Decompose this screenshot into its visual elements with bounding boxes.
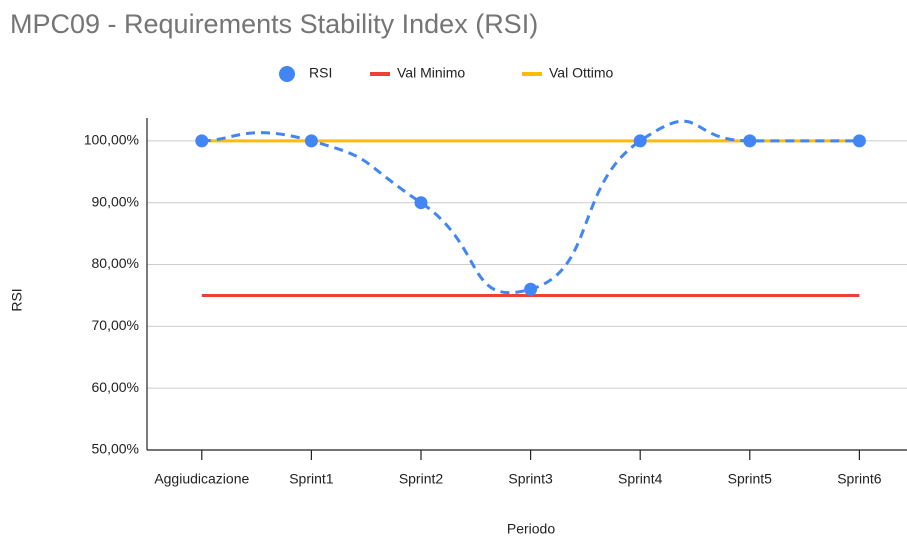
x-axis-label: Periodo bbox=[507, 521, 555, 537]
legend-swatch bbox=[279, 66, 295, 82]
legend-label: Val Minimo bbox=[397, 65, 465, 81]
x-tick-label: Sprint1 bbox=[289, 471, 334, 487]
y-tick-label: 90,00% bbox=[92, 193, 139, 209]
y-axis-label: RSI bbox=[9, 288, 25, 311]
y-tick-label: 100,00% bbox=[84, 132, 139, 148]
x-tick-label: Aggiudicazione bbox=[154, 471, 249, 487]
y-tick-label: 50,00% bbox=[92, 441, 139, 457]
point bbox=[524, 282, 538, 296]
point bbox=[414, 196, 428, 210]
point bbox=[852, 134, 866, 148]
chart-title: MPC09 - Requirements Stability Index (RS… bbox=[10, 9, 538, 39]
y-tick-label: 70,00% bbox=[92, 317, 139, 333]
point bbox=[743, 134, 757, 148]
point bbox=[304, 134, 318, 148]
x-tick-label: Sprint5 bbox=[728, 471, 773, 487]
point bbox=[195, 134, 209, 148]
x-tick-label: Sprint4 bbox=[618, 471, 663, 487]
y-tick-label: 60,00% bbox=[92, 379, 139, 395]
point bbox=[633, 134, 647, 148]
y-tick-label: 80,00% bbox=[92, 255, 139, 271]
x-tick-label: Sprint2 bbox=[399, 471, 444, 487]
legend-label: RSI bbox=[309, 65, 332, 81]
legend-label: Val Ottimo bbox=[549, 65, 614, 81]
x-tick-label: Sprint3 bbox=[508, 471, 553, 487]
x-tick-label: Sprint6 bbox=[837, 471, 882, 487]
series-line bbox=[201, 119, 860, 295]
